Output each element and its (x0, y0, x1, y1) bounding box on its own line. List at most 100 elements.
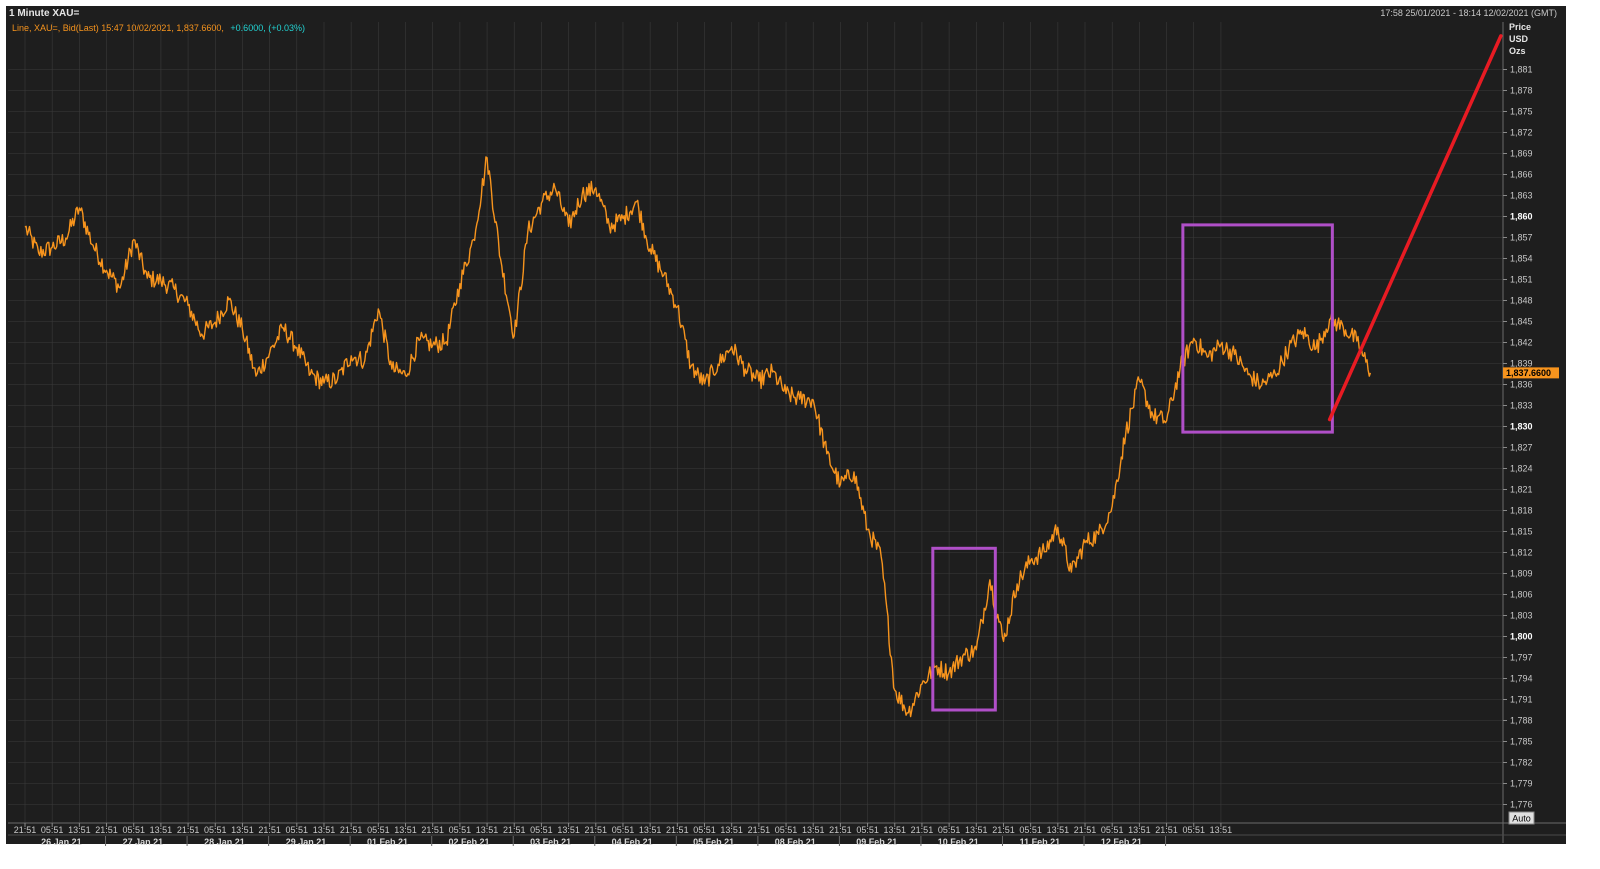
x-tick-label: 21:51 (992, 825, 1015, 835)
last-price-label: 1,837.6600 (1506, 368, 1551, 378)
y-tick-label: 1,833 (1510, 401, 1533, 411)
y-tick-label: 1,857 (1510, 233, 1533, 243)
x-tick-label: 21:51 (421, 825, 444, 835)
y-tick-label: 1,854 (1510, 254, 1533, 264)
y-tick-label: 1,776 (1510, 800, 1533, 810)
y-tick-label: 1,785 (1510, 737, 1533, 747)
y-tick-label: 1,806 (1510, 590, 1533, 600)
y-tick-label: 1,830 (1510, 422, 1533, 432)
x-tick-label: 05:51 (856, 825, 879, 835)
x-day-label: 27 Jan 21 (123, 837, 164, 847)
y-tick-label: 1,821 (1510, 485, 1533, 495)
x-tick-label: 13:51 (639, 825, 662, 835)
y-tick-label: 1,788 (1510, 716, 1533, 726)
x-tick-label: 05:51 (367, 825, 390, 835)
x-tick-label: 05:51 (1101, 825, 1124, 835)
y-tick-label: 1,869 (1510, 149, 1533, 159)
y-tick-label: 1,809 (1510, 569, 1533, 579)
x-tick-label: 13:51 (394, 825, 417, 835)
series-legend[interactable]: Line, XAU=, Bid(Last) 15:47 10/02/2021, … (12, 23, 305, 33)
x-tick-label: 13:51 (883, 825, 906, 835)
last-price-tag: 1,837.6600 (1503, 367, 1559, 379)
x-tick-label: 05:51 (286, 825, 309, 835)
x-day-label: 10 Feb 21 (938, 837, 979, 847)
x-tick-label: 21:51 (748, 825, 771, 835)
x-tick-label: 21:51 (503, 825, 526, 835)
x-tick-label: 21:51 (258, 825, 281, 835)
time-range: 17:58 25/01/2021 - 18:14 12/02/2021 (GMT… (1380, 8, 1557, 18)
y-tick-label: 1,824 (1510, 464, 1533, 474)
axis-header-unit: Ozs (1509, 46, 1526, 56)
y-tick-label: 1,794 (1510, 674, 1533, 684)
trend-arrow (1327, 34, 1503, 422)
x-tick-label: 05:51 (41, 825, 64, 835)
y-tick-label: 1,791 (1510, 695, 1533, 705)
x-axis-day-labels: 26 Jan 21 27 Jan 21 28 Jan 21 29 Jan 21 01 F… (41, 836, 1167, 847)
x-tick-label: 13:51 (68, 825, 91, 835)
x-day-label: 04 Feb 21 (612, 837, 653, 847)
series-line-xau (24, 156, 1372, 718)
y-tick-label: 1,818 (1510, 506, 1533, 516)
y-tick-label: 1,848 (1510, 296, 1533, 306)
auto-button-label[interactable]: Auto (1512, 814, 1531, 824)
x-day-label: 28 Jan 21 (204, 837, 245, 847)
y-tick-label: 1,803 (1510, 611, 1533, 621)
y-tick-label: 1,851 (1510, 275, 1533, 285)
x-tick-label: 13:51 (1128, 825, 1151, 835)
x-tick-label: 21:51 (829, 825, 852, 835)
x-tick-label: 21:51 (666, 825, 689, 835)
y-tick-label: 1,842 (1510, 338, 1533, 348)
x-tick-label: 05:51 (775, 825, 798, 835)
axis-header-currency: USD (1509, 34, 1529, 44)
x-day-label: 09 Feb 21 (856, 837, 897, 847)
x-day-label: 11 Feb 21 (1020, 837, 1061, 847)
x-tick-label: 21:51 (911, 825, 934, 835)
x-axis: 21:51 05:51 13:51 21:51 05:51 13:51 21:51 05:51… (14, 823, 1232, 835)
x-tick-label: 21:51 (585, 825, 608, 835)
y-tick-label: 1,875 (1510, 107, 1533, 117)
x-tick-label: 05:51 (122, 825, 145, 835)
y-tick-label: 1,839 (1510, 359, 1533, 369)
y-axis: 1,776 1,779 1,782 1,785 1,788 1,791 1,794 1,797… (1503, 65, 1533, 810)
y-tick-label: 1,872 (1510, 128, 1533, 138)
y-tick-label: 1,797 (1510, 653, 1533, 663)
x-tick-label: 05:51 (449, 825, 472, 835)
y-tick-label: 1,779 (1510, 779, 1533, 789)
x-tick-label: 13:51 (231, 825, 254, 835)
x-tick-label: 13:51 (802, 825, 825, 835)
x-tick-label: 05:51 (693, 825, 716, 835)
legend-series-info: Line, XAU=, Bid(Last) 15:47 10/02/2021, … (12, 23, 224, 33)
x-tick-label: 13:51 (1047, 825, 1070, 835)
x-day-label: 26 Jan 21 (41, 837, 82, 847)
highlight-box (1181, 223, 1334, 434)
x-tick-label: 13:51 (150, 825, 173, 835)
y-tick-label: 1,845 (1510, 317, 1533, 327)
y-tick-label: 1,812 (1510, 548, 1533, 558)
x-tick-label: 21:51 (14, 825, 37, 835)
y-tick-label: 1,815 (1510, 527, 1533, 537)
x-tick-label: 21:51 (1074, 825, 1097, 835)
chart-title: 1 Minute XAU= (9, 8, 79, 19)
last-price-background (1503, 367, 1559, 379)
auto-button[interactable]: Auto (1508, 811, 1535, 825)
x-tick-label: 05:51 (1182, 825, 1205, 835)
y-tick-label: 1,782 (1510, 758, 1533, 768)
annotations (931, 34, 1503, 712)
x-tick-label: 13:51 (965, 825, 988, 835)
x-tick-label: 21:51 (95, 825, 118, 835)
y-tick-label: 1,863 (1510, 191, 1533, 201)
gridlines (8, 22, 1566, 843)
x-tick-label: 05:51 (938, 825, 961, 835)
x-day-label: 02 Feb 21 (449, 837, 490, 847)
x-tick-label: 05:51 (1019, 825, 1042, 835)
auto-button-frame[interactable] (1508, 811, 1535, 825)
x-day-label: 03 Feb 21 (530, 837, 571, 847)
x-tick-label: 21:51 (340, 825, 363, 835)
x-day-label: 29 Jan 21 (286, 837, 327, 847)
x-day-label: 12 Feb 21 (1101, 837, 1142, 847)
y-tick-label: 1,800 (1510, 632, 1533, 642)
x-tick-label: 13:51 (557, 825, 580, 835)
legend-change: +0.6000, (+0.03%) (230, 23, 305, 33)
